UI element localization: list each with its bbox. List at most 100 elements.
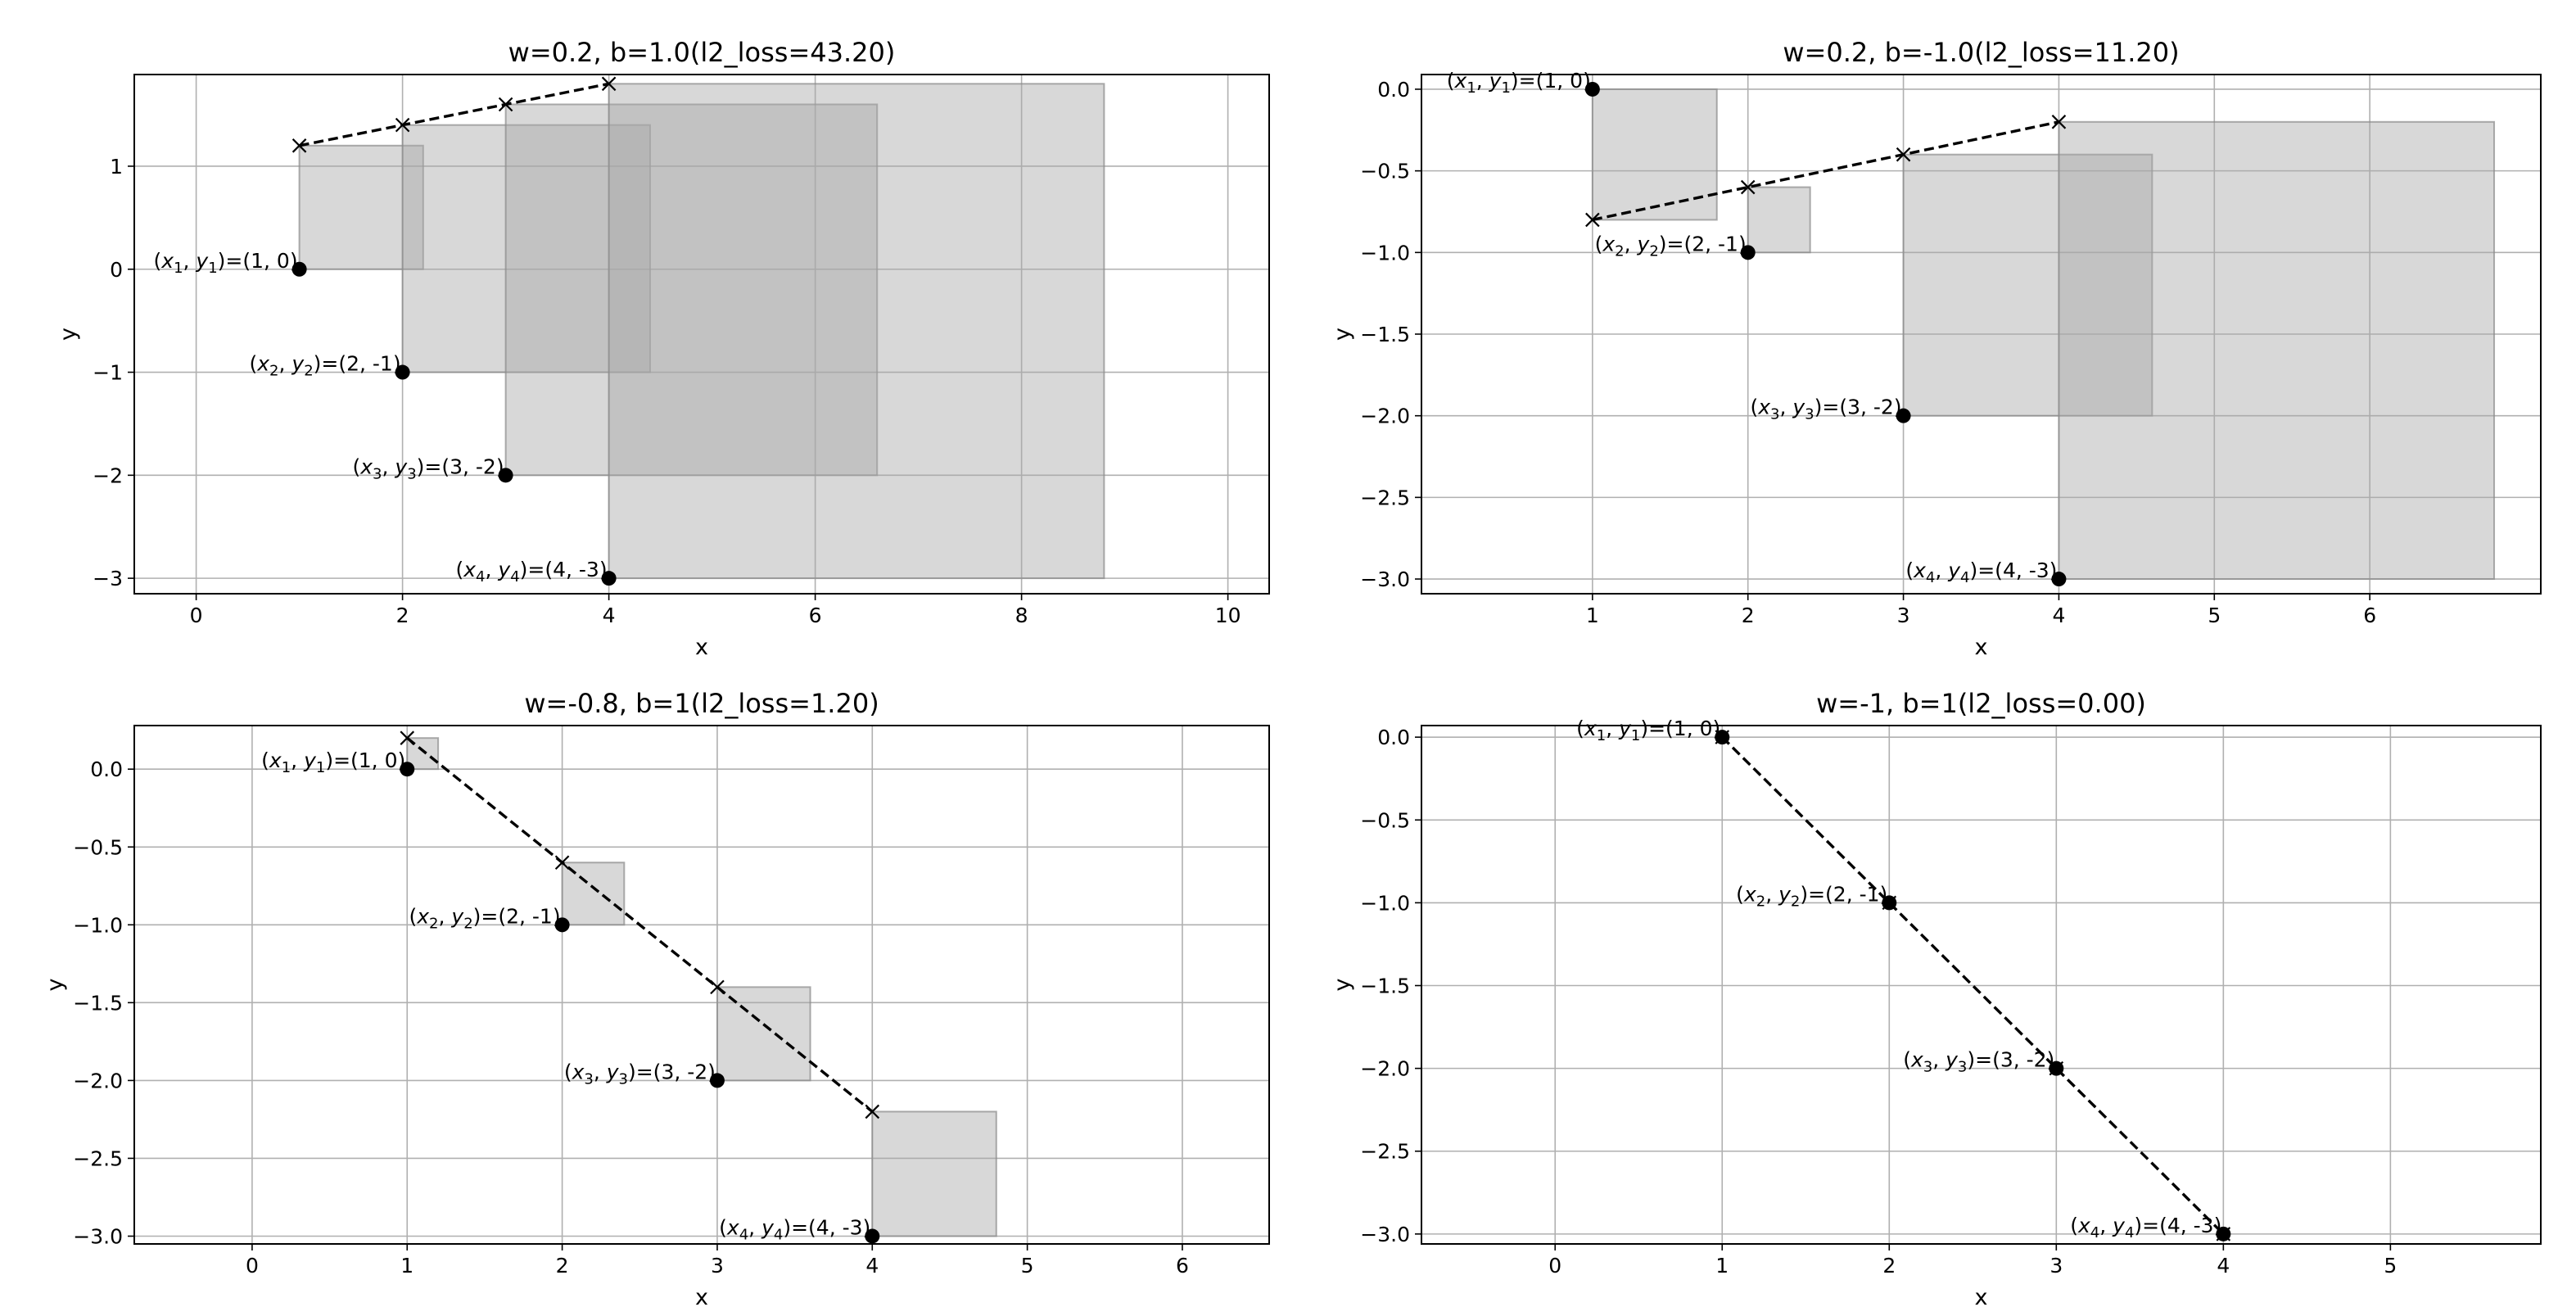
point-label: (x4, y4)=(4, -3) [1905, 559, 2057, 586]
point-label: (x1, y1)=(1, 0) [1447, 69, 1591, 97]
y-tick-label: −0.5 [1360, 808, 1410, 832]
x-tick-label: 2 [396, 604, 409, 627]
y-axis-label: y [1330, 978, 1355, 991]
residual-square [716, 986, 811, 1082]
x-tick-label: 2 [1882, 1254, 1896, 1278]
residual-square [504, 103, 879, 477]
x-tick-label: 5 [2208, 604, 2221, 627]
x-tick-label: 0 [246, 1254, 259, 1278]
fit-marker [1740, 179, 1756, 195]
x-axis-label: x [1975, 1285, 1988, 1310]
data-point [2216, 1226, 2231, 1241]
x-tick-label: 3 [2050, 1254, 2063, 1278]
x-tick-label: 0 [1548, 1254, 1561, 1278]
point-label: (x3, y3)=(3, -2) [1903, 1048, 2054, 1076]
y-tick-label: −1.5 [73, 991, 123, 1015]
y-tick-label: −1.0 [1360, 241, 1410, 265]
y-tick-label: −1.5 [1360, 323, 1410, 346]
chart-title: w=0.2, b=1.0(l2_loss=43.20) [508, 37, 896, 68]
y-tick-label: 0 [110, 258, 123, 282]
y-tick-label: 1 [110, 155, 123, 179]
x-axis-label: x [695, 635, 708, 660]
data-point [709, 1073, 725, 1088]
data-point [1715, 730, 1730, 745]
y-axis-label: y [1330, 328, 1355, 341]
x-tick-label: 4 [603, 604, 616, 627]
data-point [554, 917, 570, 933]
residual-square [608, 83, 1105, 580]
x-tick-label: 6 [2363, 604, 2376, 627]
y-tick-label: −1 [93, 361, 123, 385]
axes-frame [1421, 725, 2542, 1245]
y-tick-label: −3.0 [1360, 568, 1410, 591]
x-tick-label: 4 [2052, 604, 2065, 627]
y-tick-label: −2.5 [1360, 486, 1410, 509]
x-tick-label: 3 [711, 1254, 724, 1278]
chart-title: w=-0.8, b=1(l2_loss=1.20) [524, 688, 879, 719]
fit-marker [601, 76, 617, 92]
y-tick-label: −2.0 [1360, 1057, 1410, 1081]
residual-square [871, 1110, 997, 1237]
point-label: (x3, y3)=(3, -2) [564, 1060, 716, 1088]
y-tick-label: −3.0 [1360, 1223, 1410, 1246]
data-point [2051, 572, 2067, 587]
y-tick-label: −0.5 [73, 835, 123, 859]
residual-square [1591, 88, 1718, 221]
fit-marker [554, 855, 570, 871]
point-label: (x2, y2)=(2, -1) [1736, 882, 1887, 910]
x-tick-label: 5 [1021, 1254, 1034, 1278]
data-point [1740, 245, 1756, 260]
fit-line [1592, 120, 2059, 222]
fit-marker [1896, 147, 1911, 162]
y-tick-label: 0.0 [1377, 78, 1410, 102]
y-tick-label: −2.0 [1360, 405, 1410, 428]
axes-frame [133, 725, 1270, 1245]
subplot-3: (x1, y1)=(1, 0) (x2, y2)=(2, -1) (x3, y3)=… [43, 688, 1270, 1310]
y-tick-label: −3.0 [73, 1224, 123, 1248]
x-tick-label: 2 [1742, 604, 1755, 627]
x-tick-label: 3 [1897, 604, 1910, 627]
fit-line [406, 736, 874, 1113]
residual-square [2058, 120, 2496, 581]
fit-line [299, 82, 609, 147]
chart-title: w=-1, b=1(l2_loss=0.00) [1816, 688, 2146, 719]
data-point [1896, 408, 1911, 423]
fit-marker [865, 1104, 880, 1119]
y-axis-label: y [43, 978, 68, 991]
x-tick-label: 5 [2384, 1254, 2397, 1278]
residual-squares [406, 737, 997, 1237]
data-point [2049, 1060, 2064, 1076]
fit-marker [1585, 212, 1600, 228]
data-point [1584, 81, 1600, 97]
residual-square [561, 862, 626, 926]
data-point [865, 1228, 880, 1244]
x-tick-label: 4 [865, 1254, 879, 1278]
x-axis-label: x [695, 1285, 708, 1310]
x-tick-label: 1 [1586, 604, 1599, 627]
data-point [400, 762, 415, 777]
y-tick-label: 0.0 [1377, 726, 1410, 749]
x-tick-label: 4 [2217, 1254, 2230, 1278]
point-label: (x3, y3)=(3, -2) [1750, 396, 1901, 423]
y-tick-label: −2.5 [73, 1146, 123, 1170]
residual-squares [298, 83, 1105, 580]
x-axis-label: x [1975, 635, 1988, 660]
y-tick-label: −1.5 [1360, 975, 1410, 998]
y-tick-label: 0.0 [90, 757, 123, 781]
subplot-2: (x1, y1)=(1, 0) (x2, y2)=(2, -1) (x3, y3)=… [1330, 37, 2542, 660]
point-label: (x4, y4)=(4, -3) [2070, 1214, 2221, 1241]
point-label: (x1, y1)=(1, 0) [154, 249, 298, 277]
point-label: (x1, y1)=(1, 0) [261, 748, 405, 776]
point-label: (x1, y1)=(1, 0) [1576, 717, 1720, 744]
data-point [601, 571, 617, 586]
data-point [1882, 895, 1897, 911]
y-axis-label: y [56, 328, 81, 341]
subplot-4: (x1, y1)=(1, 0) (x2, y2)=(2, -1) (x3, y3)=… [1330, 688, 2542, 1310]
residual-square [1747, 186, 1811, 254]
y-tick-label: −2.5 [1360, 1140, 1410, 1164]
subplot-1: (x1, y1)=(1, 0) (x2, y2)=(2, -1) (x3, y3)=… [56, 37, 1270, 660]
fit-marker [291, 138, 307, 153]
residual-squares [1591, 88, 2496, 581]
x-tick-label: 1 [400, 1254, 414, 1278]
